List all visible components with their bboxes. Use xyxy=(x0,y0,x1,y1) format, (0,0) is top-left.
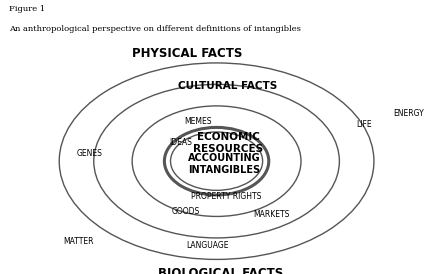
Text: LANGUAGE: LANGUAGE xyxy=(186,241,229,250)
Text: PROPERTY RIGHTS: PROPERTY RIGHTS xyxy=(191,192,261,201)
Text: ACCOUNTING
INTANGIBLES: ACCOUNTING INTANGIBLES xyxy=(188,153,260,175)
Text: An anthropological perspective on different definitions of intangibles: An anthropological perspective on differ… xyxy=(9,25,301,33)
Text: GOODS: GOODS xyxy=(172,207,200,216)
Text: GENES: GENES xyxy=(77,149,103,158)
Text: MATTER: MATTER xyxy=(63,237,94,246)
Text: ENERGY: ENERGY xyxy=(393,109,424,118)
Text: BIOLOGICAL FACTS: BIOLOGICAL FACTS xyxy=(158,267,283,274)
Text: CULTURAL FACTS: CULTURAL FACTS xyxy=(178,81,278,91)
Text: Figure 1: Figure 1 xyxy=(9,5,45,13)
Text: MARKETS: MARKETS xyxy=(253,210,290,219)
Text: PHYSICAL FACTS: PHYSICAL FACTS xyxy=(132,47,243,60)
Text: ECONOMIC
RESOURCES: ECONOMIC RESOURCES xyxy=(193,132,263,154)
Text: IDEAS: IDEAS xyxy=(169,138,192,147)
Text: LIFE: LIFE xyxy=(356,120,372,129)
Text: MEMES: MEMES xyxy=(184,117,212,126)
